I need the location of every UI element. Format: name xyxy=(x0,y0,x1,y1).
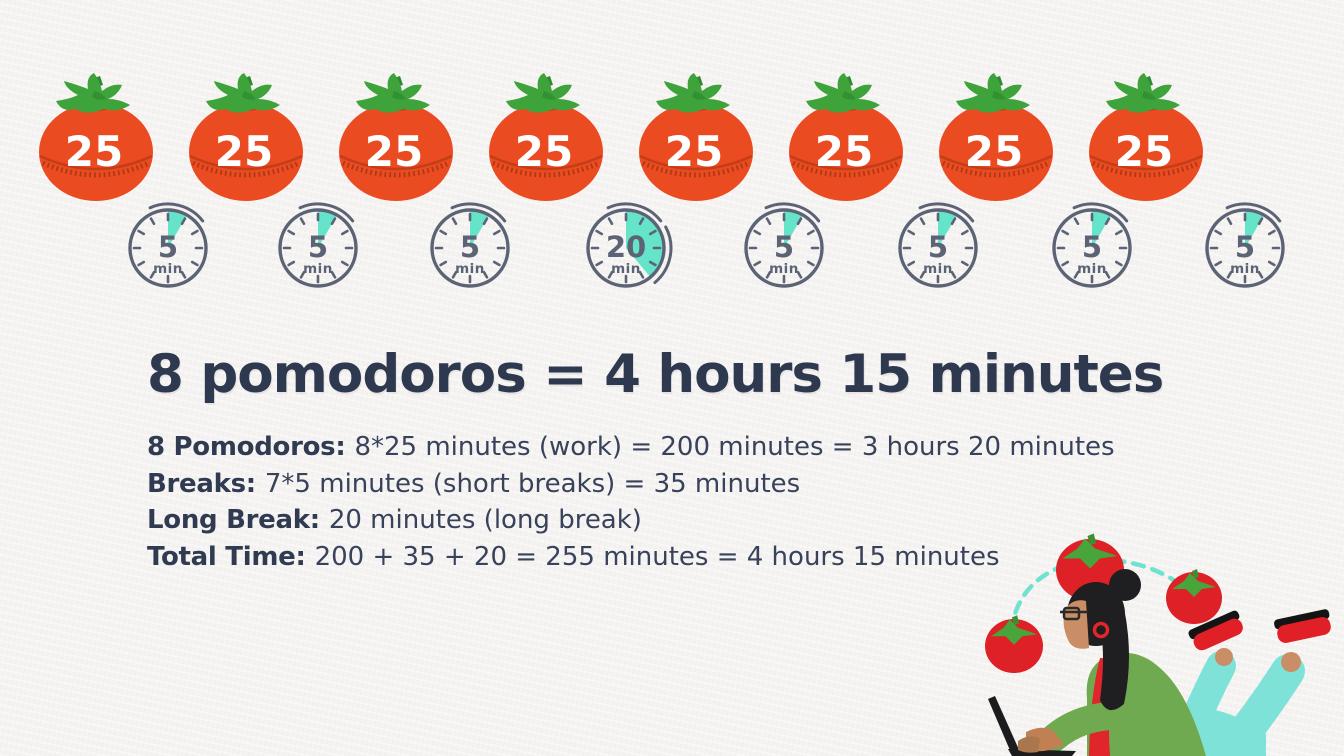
tomato-minutes-label: 25 xyxy=(365,127,423,176)
tomato-minutes-label: 25 xyxy=(965,127,1023,176)
tomato-timer-icon: 25 xyxy=(786,72,906,202)
tomato-minutes-label: 25 xyxy=(1115,127,1173,176)
tomato-minutes-label: 25 xyxy=(515,127,573,176)
break-minutes-unit: min xyxy=(923,261,953,277)
break-minutes-unit: min xyxy=(153,261,183,277)
detail-line-total-time: Total Time: 200 + 35 + 20 = 255 minutes =… xyxy=(147,539,1115,576)
detail-label: Total Time: xyxy=(147,541,306,572)
woman-juggling-tomatoes-illustration xyxy=(985,533,1331,756)
break-minutes-value: 5 xyxy=(460,230,480,264)
detail-text: 200 + 35 + 20 = 255 minutes = 4 hours 15… xyxy=(314,541,1000,572)
tomato-timer-icon: 25 xyxy=(36,72,156,202)
break-minutes-value: 5 xyxy=(774,230,794,264)
break-minutes-value: 5 xyxy=(158,230,178,264)
break-minutes-unit: min xyxy=(1077,261,1107,277)
laptop-screen xyxy=(988,696,1020,755)
detail-text: 8*25 minutes (work) = 200 minutes = 3 ho… xyxy=(354,432,1115,462)
tomato-timer-icon: 25 xyxy=(636,72,756,202)
tomato-timer-icon: 25 xyxy=(486,72,606,202)
juggled-tomato-icon xyxy=(1166,569,1222,624)
detail-label: Breaks: xyxy=(147,468,256,499)
break-minutes-value: 5 xyxy=(1235,230,1255,264)
detail-line-long-break: Long Break: 20 minutes (long break) xyxy=(147,502,1115,539)
detail-label: Long Break: xyxy=(147,505,320,536)
break-minutes-value: 20 xyxy=(606,230,646,264)
break-minutes-unit: min xyxy=(769,261,799,277)
tomato-timer-icon: 25 xyxy=(186,72,306,202)
ankle xyxy=(1281,652,1301,672)
break-minutes-unit: min xyxy=(303,261,333,277)
break-minutes-value: 5 xyxy=(1082,230,1102,264)
hand-fingers xyxy=(1018,736,1040,753)
detail-text: 7*5 minutes (short breaks) = 35 minutes xyxy=(264,468,801,499)
detail-line-pomodoros: 8 Pomodoros: 8*25 minutes (work) = 200 mi… xyxy=(147,429,1115,466)
break-minutes-unit: min xyxy=(455,261,485,277)
ankle xyxy=(1215,648,1233,666)
break-minutes-unit: min xyxy=(611,261,641,277)
tomato-minutes-label: 25 xyxy=(215,127,273,176)
tomato-timer-icon: 25 xyxy=(336,72,456,202)
tomato-minutes-label: 25 xyxy=(65,127,123,176)
break-minutes-value: 5 xyxy=(928,230,948,264)
glasses-icon xyxy=(1060,606,1088,621)
tomato-minutes-label: 25 xyxy=(815,127,873,176)
tomato-timer-icon: 25 xyxy=(936,72,1056,202)
detail-line-breaks: Breaks: 7*5 minutes (short breaks) = 35 m… xyxy=(147,466,1115,503)
juggled-tomato-icon xyxy=(985,615,1043,673)
detail-label: 8 Pomodoros: xyxy=(147,432,346,462)
detail-text: 20 minutes (long break) xyxy=(328,505,642,536)
arm-sleeve xyxy=(1040,701,1148,752)
tomato-minutes-label: 25 xyxy=(665,127,723,176)
red-sneaker-icon xyxy=(1274,609,1331,643)
tomato-timer-icon: 25 xyxy=(1086,72,1206,202)
leg xyxy=(1209,654,1305,756)
break-minutes-value: 5 xyxy=(308,230,328,264)
break-minutes-unit: min xyxy=(1230,261,1260,277)
red-sneaker-icon xyxy=(1188,610,1243,651)
woman-figure xyxy=(988,569,1331,756)
summary-details: 8 Pomodoros: 8*25 minutes (work) = 200 mi… xyxy=(147,429,1115,575)
page-title: 8 pomodoros = 4 hours 15 minutes xyxy=(147,344,1164,405)
hoop-earring-icon xyxy=(1092,621,1110,639)
